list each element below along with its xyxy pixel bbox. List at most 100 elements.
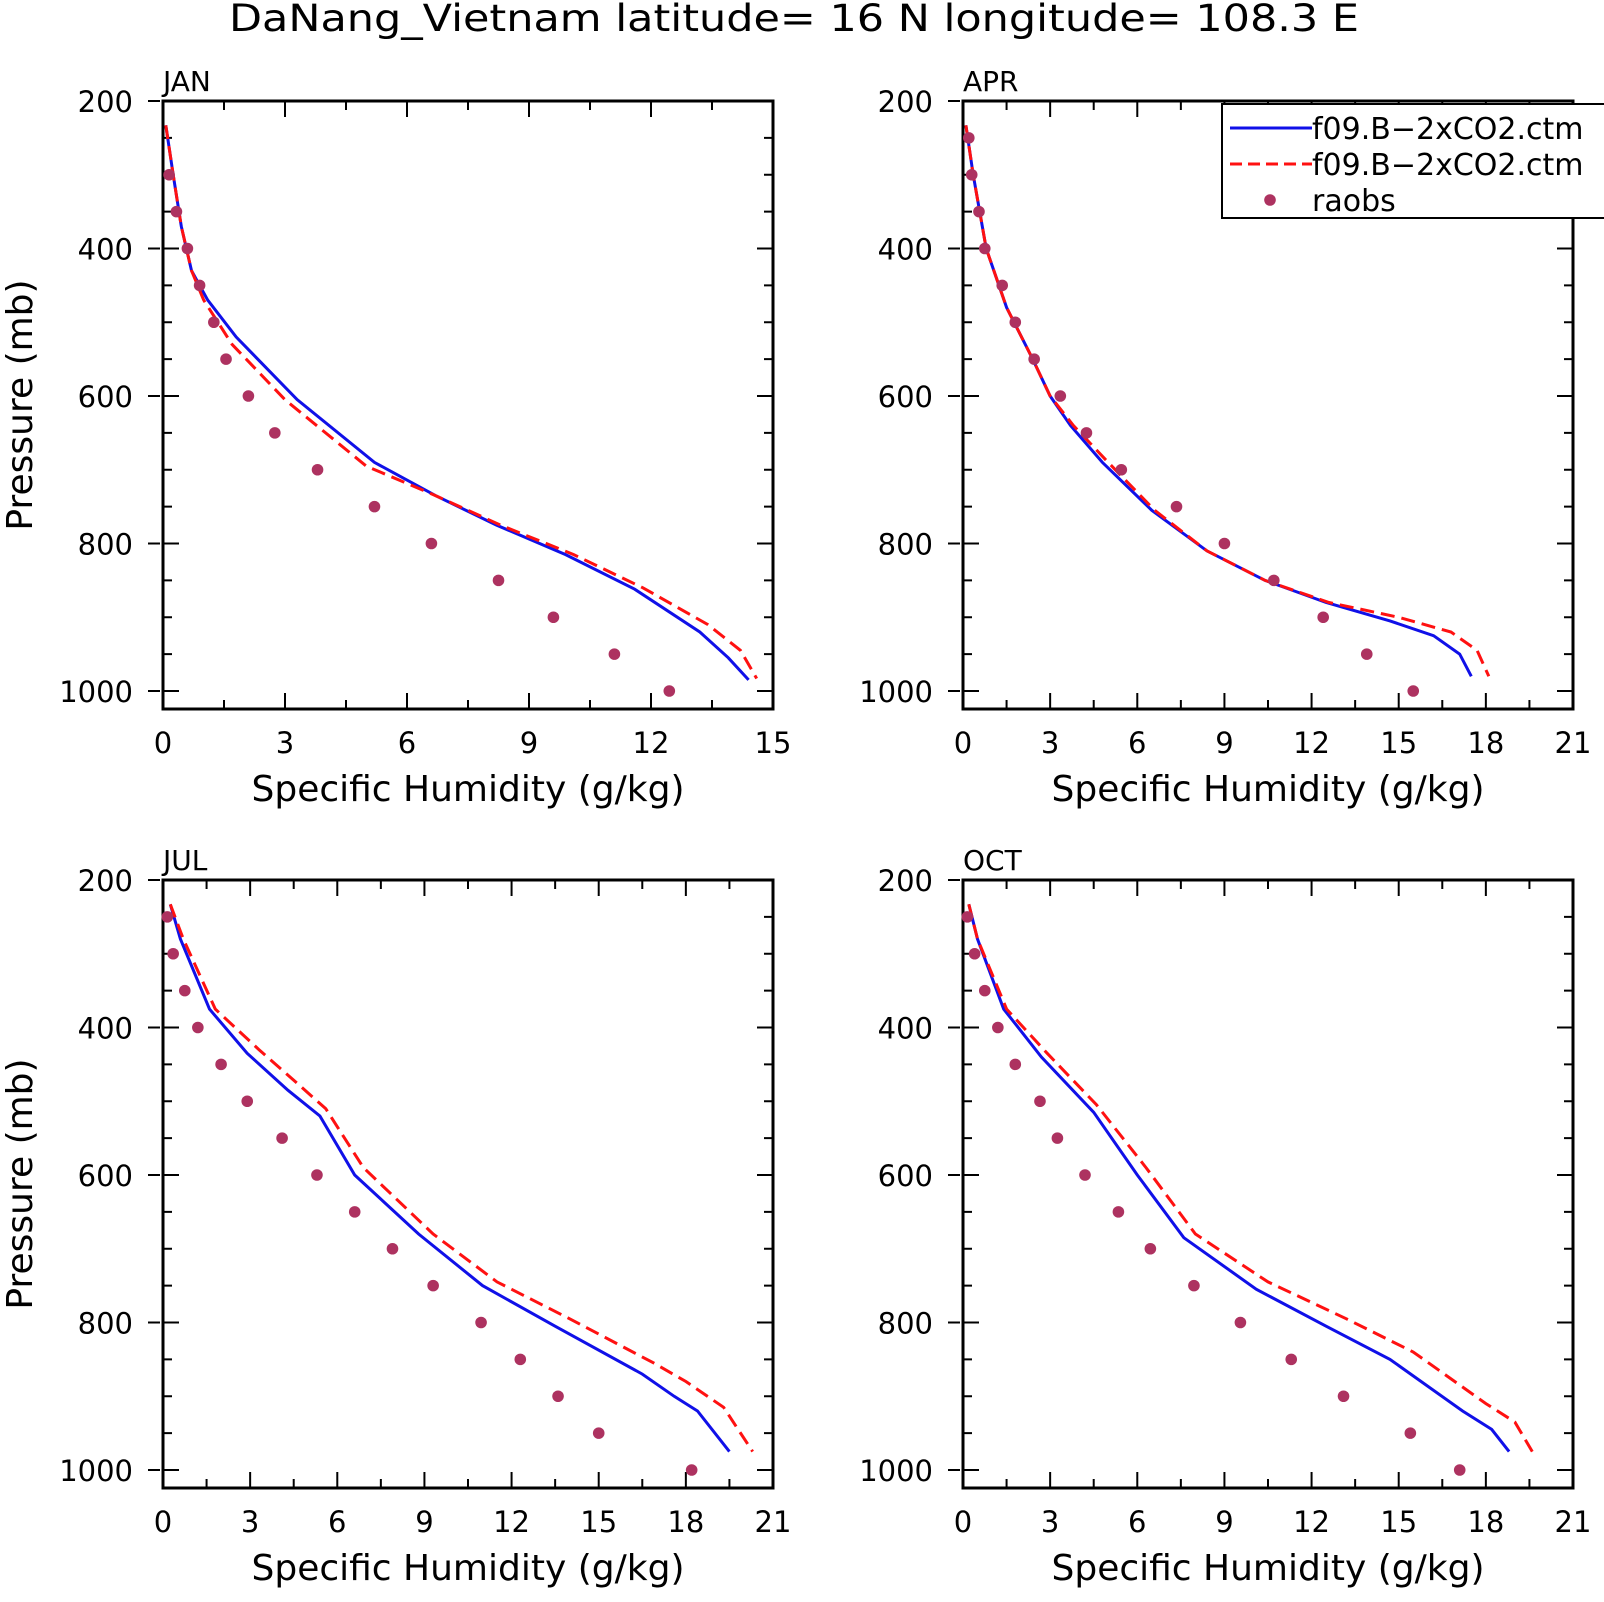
y-tick-label: 1000	[859, 1454, 933, 1488]
y-tick-label: 1000	[59, 675, 133, 709]
raobs-point	[961, 911, 974, 923]
y-tick-label: 800	[78, 1307, 133, 1341]
raobs-point	[996, 279, 1009, 292]
panel-label: JAN	[161, 65, 211, 98]
raobs-point	[1051, 1132, 1064, 1144]
series-line-dashed	[164, 125, 758, 680]
x-tick-label: 21	[1555, 726, 1592, 760]
raobs-point	[978, 242, 991, 255]
x-tick-label: 15	[580, 1505, 617, 1539]
series-line-dashed	[967, 903, 1534, 1453]
x-axis-label: Specific Humidity (g/kg)	[1051, 1548, 1484, 1589]
raobs-point	[311, 463, 324, 476]
y-tick-label: 400	[78, 233, 133, 267]
x-tick-label: 6	[1128, 726, 1146, 760]
x-tick-label: 12	[1293, 1505, 1330, 1539]
raobs-point	[1268, 574, 1280, 587]
y-tick-label: 400	[878, 233, 933, 267]
raobs-point	[1080, 427, 1093, 439]
y-tick-label: 200	[878, 85, 933, 119]
x-tick-label: 3	[1041, 1505, 1059, 1539]
raobs-point	[1453, 1464, 1466, 1476]
plot-frame	[961, 878, 1575, 1490]
raobs-point	[1009, 1058, 1022, 1071]
raobs-point	[193, 279, 206, 292]
raobs-point	[192, 1021, 204, 1034]
y-tick-label: 600	[878, 380, 933, 414]
y-tick-label: 1000	[859, 675, 933, 709]
x-axis-label: Specific Humidity (g/kg)	[1051, 769, 1484, 810]
x-tick-label: 6	[398, 726, 416, 760]
raobs-point	[1360, 648, 1373, 660]
raobs-point	[1144, 1242, 1157, 1255]
panel-jan: JAN 200 400 600 800 1000 0 3 6 9 12 15 Specific Humi…	[0, 65, 791, 810]
raobs-point	[1170, 500, 1183, 513]
raobs-point	[1407, 685, 1420, 697]
raobs-point	[1028, 353, 1040, 365]
x-tick-label: 0	[154, 1505, 172, 1539]
series-line-dashed	[168, 903, 754, 1453]
y-axis-label: Pressure (mb)	[0, 1058, 41, 1309]
x-tick-label: 15	[1380, 1505, 1417, 1539]
x-tick-label: 9	[520, 726, 538, 760]
raobs-point	[276, 1132, 288, 1144]
raobs-point	[492, 574, 505, 587]
raobs-point	[1234, 1316, 1247, 1329]
x-tick-label: 9	[415, 1505, 433, 1539]
raobs-point	[973, 205, 985, 218]
y-tick-label: 400	[878, 1012, 933, 1046]
y-tick-label: 400	[78, 1012, 133, 1046]
raobs-point	[181, 242, 194, 255]
x-tick-label: 3	[276, 726, 294, 760]
raobs-point	[663, 685, 676, 697]
x-tick-label: 3	[1041, 726, 1059, 760]
raobs-point	[1112, 1206, 1125, 1218]
raobs-point	[220, 353, 232, 365]
raobs-point	[1034, 1095, 1046, 1108]
raobs-point	[1115, 463, 1128, 476]
raobs-point	[368, 500, 381, 513]
y-tick-label: 800	[878, 1307, 933, 1341]
raobs-point	[425, 537, 438, 550]
x-tick-label: 9	[1215, 1505, 1233, 1539]
raobs-point	[685, 1464, 698, 1476]
raobs-point	[475, 1316, 487, 1329]
raobs-point	[1188, 1279, 1200, 1292]
x-tick-label: 18	[667, 1505, 704, 1539]
x-tick-label: 0	[954, 1505, 972, 1539]
panel-label: OCT	[963, 844, 1023, 877]
x-tick-label: 12	[493, 1505, 530, 1539]
figure-title: DaNang_Vietnam latitude= 16 N longitude=…	[229, 0, 1359, 40]
panel-oct: OCT 200 400 600 800 1000 0 3 6 9 12 15 18 21 Specific …	[859, 844, 1591, 1589]
x-axis-label: Specific Humidity (g/kg)	[251, 769, 684, 810]
raobs-point	[427, 1279, 439, 1292]
y-tick-label: 200	[78, 864, 133, 898]
raobs-point	[1285, 1353, 1298, 1366]
x-tick-label: 6	[328, 1505, 346, 1539]
legend-label: f09.B−2xCO2.ctm	[1312, 112, 1584, 147]
y-tick-label: 200	[78, 85, 133, 119]
raobs-point	[608, 648, 621, 660]
x-tick-label: 0	[954, 726, 972, 760]
legend-box	[1221, 103, 1604, 219]
raobs-point	[592, 1427, 605, 1439]
x-tick-label: 15	[755, 726, 792, 760]
raobs-point	[386, 1242, 399, 1255]
x-tick-label: 12	[1293, 726, 1330, 760]
plot-frame	[161, 878, 775, 1490]
raobs-point	[968, 947, 981, 960]
panel-jul: JUL 200 400 600 800 1000 0 3 6 9 12 15 18 21 Specific …	[0, 844, 791, 1589]
y-tick-label: 800	[878, 528, 933, 562]
raobs-point	[241, 1095, 254, 1108]
raobs-point	[1337, 1390, 1350, 1403]
raobs-point	[978, 984, 991, 997]
legend-label: f09.B−2xCO2.ctm	[1312, 148, 1584, 183]
y-tick-label: 200	[878, 864, 933, 898]
raobs-point	[242, 390, 255, 402]
panel-label: APR	[963, 65, 1019, 98]
raobs-point	[269, 427, 281, 439]
x-tick-label: 6	[1128, 1505, 1146, 1539]
x-tick-label: 3	[241, 1505, 259, 1539]
legend-label: raobs	[1312, 184, 1396, 219]
